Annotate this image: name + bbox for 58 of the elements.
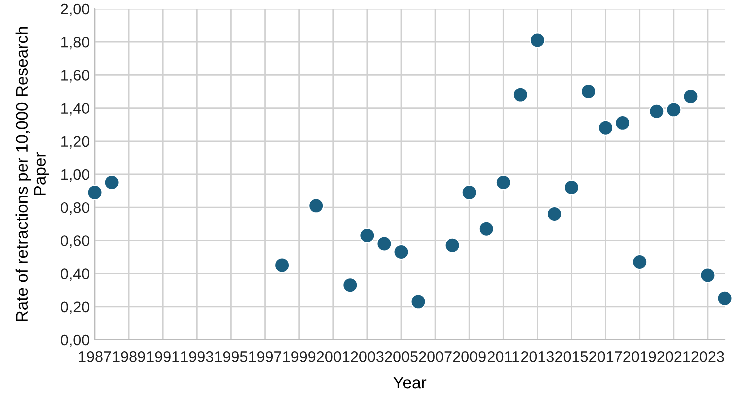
x-tick-label: 2005 bbox=[385, 352, 418, 362]
point bbox=[632, 254, 648, 270]
y-axis-title: Rate of retractions per 10,000 Research Paper bbox=[16, 27, 50, 322]
point bbox=[512, 87, 529, 103]
x-tick-label: 2021 bbox=[658, 352, 690, 362]
x-tick-label: 2013 bbox=[521, 352, 554, 362]
x-tick-label: 1993 bbox=[181, 352, 214, 362]
y-tick-label: 0,40 bbox=[61, 268, 90, 282]
point bbox=[394, 244, 410, 260]
x-tick-label: 2001 bbox=[317, 352, 350, 362]
point bbox=[444, 238, 460, 254]
point bbox=[666, 102, 682, 118]
y-tick-label: 0,20 bbox=[61, 302, 90, 314]
x-axis-title: Year bbox=[394, 377, 427, 389]
y-tick-label: 0,00 bbox=[61, 334, 90, 348]
x-tick-label: 2017 bbox=[590, 352, 622, 362]
x-tick-label: 2015 bbox=[556, 352, 588, 362]
y-tick-label: 0,80 bbox=[61, 202, 90, 216]
x-tick-label: 2011 bbox=[488, 352, 520, 362]
point bbox=[478, 221, 494, 237]
point bbox=[376, 236, 392, 252]
x-tick-label: 2007 bbox=[419, 352, 452, 362]
point bbox=[615, 115, 631, 132]
point bbox=[700, 268, 716, 284]
point bbox=[496, 174, 512, 191]
x-tick-label: 2003 bbox=[351, 352, 384, 362]
x-tick-label: 1991 bbox=[147, 352, 180, 362]
point bbox=[274, 258, 290, 274]
point bbox=[530, 32, 546, 48]
point bbox=[360, 228, 376, 244]
point bbox=[580, 84, 597, 100]
point bbox=[342, 278, 358, 294]
y-tick-label: 0,60 bbox=[61, 236, 90, 248]
point bbox=[683, 88, 699, 105]
point bbox=[410, 294, 426, 310]
y-tick-label: 1,00 bbox=[62, 169, 90, 182]
point bbox=[308, 198, 324, 214]
point bbox=[462, 184, 478, 201]
point bbox=[598, 120, 614, 136]
x-tick-label: 1989 bbox=[113, 352, 146, 362]
x-tick-label: 1987 bbox=[79, 352, 112, 362]
x-tick-label: 1995 bbox=[215, 352, 248, 362]
x-tick-label: 1999 bbox=[283, 352, 316, 362]
point bbox=[87, 184, 103, 201]
point bbox=[564, 180, 580, 196]
point bbox=[717, 290, 733, 306]
point bbox=[649, 104, 665, 120]
x-tick-label: 1997 bbox=[249, 352, 282, 362]
x-tick-label: 2019 bbox=[624, 352, 656, 362]
y-tick-label: 1,60 bbox=[62, 70, 90, 83]
point bbox=[104, 174, 120, 191]
y-tick-label: 1,40 bbox=[62, 103, 90, 116]
point bbox=[546, 206, 563, 222]
y-tick-label: 1,80 bbox=[62, 36, 90, 50]
x-tick-label: 2023 bbox=[692, 352, 724, 362]
y-tick-label: 1,20 bbox=[62, 136, 90, 149]
y-tick-label: 2,00 bbox=[61, 4, 90, 16]
x-tick-label: 2009 bbox=[453, 352, 486, 362]
